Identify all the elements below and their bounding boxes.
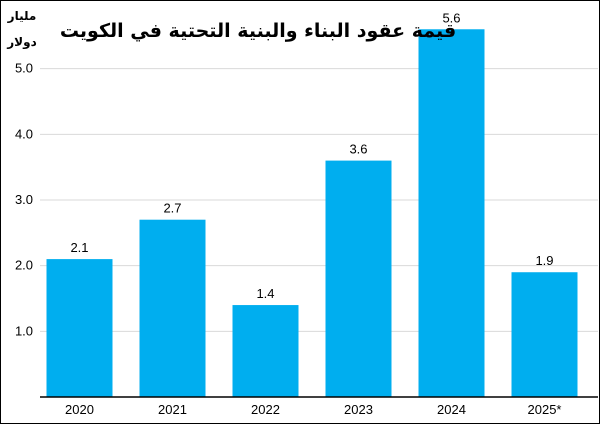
bar-2023	[325, 160, 392, 397]
bar-2022	[232, 305, 299, 397]
y-tick-label: 1.0	[15, 323, 33, 338]
bar-2020	[46, 259, 113, 397]
bar-2021	[139, 219, 206, 397]
data-label: 5.6	[442, 10, 460, 25]
x-axis-labels: 2020 2021 2022 2023 2024 2025*	[65, 402, 561, 417]
bar-2024	[418, 29, 485, 398]
data-label: 2.7	[163, 201, 181, 216]
data-label: 3.6	[349, 142, 367, 157]
data-label: 1.9	[535, 253, 553, 268]
data-label: 2.1	[70, 240, 88, 255]
x-category-label: 2024	[437, 402, 466, 417]
gridlines	[40, 68, 598, 332]
y-tick-label: 2.0	[15, 258, 33, 273]
bars	[46, 29, 578, 398]
chart-title: قيمة عقود البناء والبنية التحتية في الكو…	[60, 20, 456, 42]
x-category-label: 2020	[65, 402, 94, 417]
y-tick-label: 4.0	[15, 126, 33, 141]
y-tick-label: 3.0	[15, 192, 33, 207]
x-category-label: 2025*	[528, 402, 562, 417]
unit-label-line2: دولار	[6, 35, 36, 50]
x-category-label: 2023	[344, 402, 373, 417]
unit-label-line1: مليار	[7, 9, 37, 23]
y-axis-ticks: 1.0 2.0 3.0 4.0 5.0	[15, 61, 33, 339]
data-labels: 2.1 2.7 1.4 3.6 5.6 1.9	[70, 10, 553, 301]
x-category-label: 2021	[158, 402, 187, 417]
data-label: 1.4	[256, 286, 274, 301]
x-category-label: 2022	[251, 402, 280, 417]
bar-2025	[511, 272, 578, 397]
y-tick-label: 5.0	[15, 61, 33, 76]
